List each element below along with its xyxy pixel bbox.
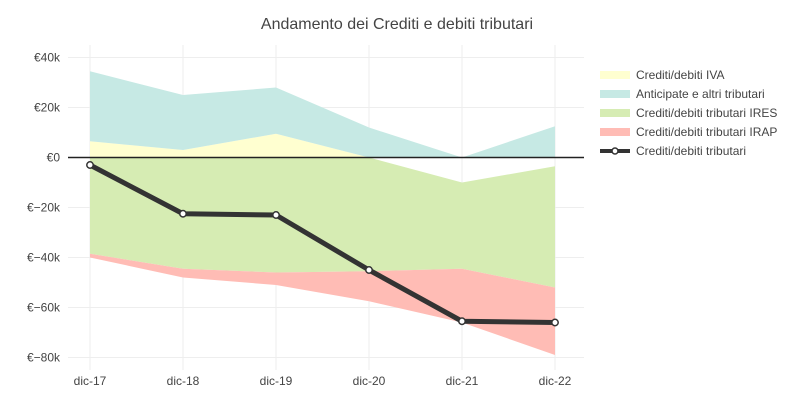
y-tick-label: €−40k [27, 251, 61, 265]
y-tick-label: €20k [34, 101, 61, 115]
y-tick-label: €−60k [27, 301, 61, 315]
x-tick-label: dic-20 [353, 374, 386, 388]
legend-swatch [600, 90, 630, 98]
x-tick-label: dic-17 [74, 374, 107, 388]
area-anticipate-e-altri-tributari [90, 71, 555, 158]
axis-layer: €40k €20k €0 €−20k €−40k €−60k €−80k dic-17 dic-… [27, 51, 584, 388]
legend-item-crediti-debiti-iva: Crediti/debiti IVA [600, 68, 724, 82]
x-tick-label: dic-19 [260, 374, 293, 388]
legend-item-crediti-debiti-tributari-ires: Crediti/debiti tributari IRES [600, 106, 777, 120]
legend-label: Anticipate e altri tributari [636, 87, 765, 101]
area-layer [90, 71, 555, 355]
legend-label: Crediti/debiti IVA [636, 68, 724, 82]
data-point [458, 317, 466, 326]
legend-label: Crediti/debiti tributari IRES [636, 106, 777, 120]
legend-label: Crediti/debiti tributari IRAP [636, 125, 777, 139]
x-tick-label: dic-18 [167, 374, 200, 388]
legend-item-crediti-debiti-tributari-irap: Crediti/debiti tributari IRAP [600, 125, 777, 139]
line-crediti-debiti-tributari [88, 162, 556, 325]
legend-item-crediti-debiti-tributari: Crediti/debiti tributari [600, 144, 746, 158]
data-point [86, 161, 94, 169]
area-crediti-debiti-tributari-ires [90, 157, 555, 288]
legend-swatch [600, 109, 630, 117]
x-tick-label: dic-22 [539, 374, 572, 388]
chart-title: Andamento dei Crediti e debiti tributari [261, 16, 533, 33]
y-tick-label: €−80k [27, 351, 61, 365]
area-crediti-debiti-tributari-irap [90, 253, 555, 355]
line-layer [86, 161, 559, 327]
legend-marker [611, 147, 619, 155]
legend-item-anticipate-e-altri-tributari: Anticipate e altri tributari [600, 87, 765, 101]
data-point [365, 266, 373, 274]
legend-swatch [600, 71, 630, 79]
data-point [179, 209, 187, 218]
legend-label: Crediti/debiti tributari [636, 144, 746, 158]
data-point [272, 211, 280, 219]
legend: Crediti/debiti IVA Anticipate e altri tri… [600, 68, 777, 158]
y-tick-label: €−20k [27, 201, 61, 215]
data-point [551, 318, 559, 327]
x-tick-label: dic-21 [446, 374, 479, 388]
y-tick-label: €0 [47, 151, 61, 165]
y-tick-label: €40k [34, 51, 61, 65]
legend-swatch [600, 128, 630, 136]
